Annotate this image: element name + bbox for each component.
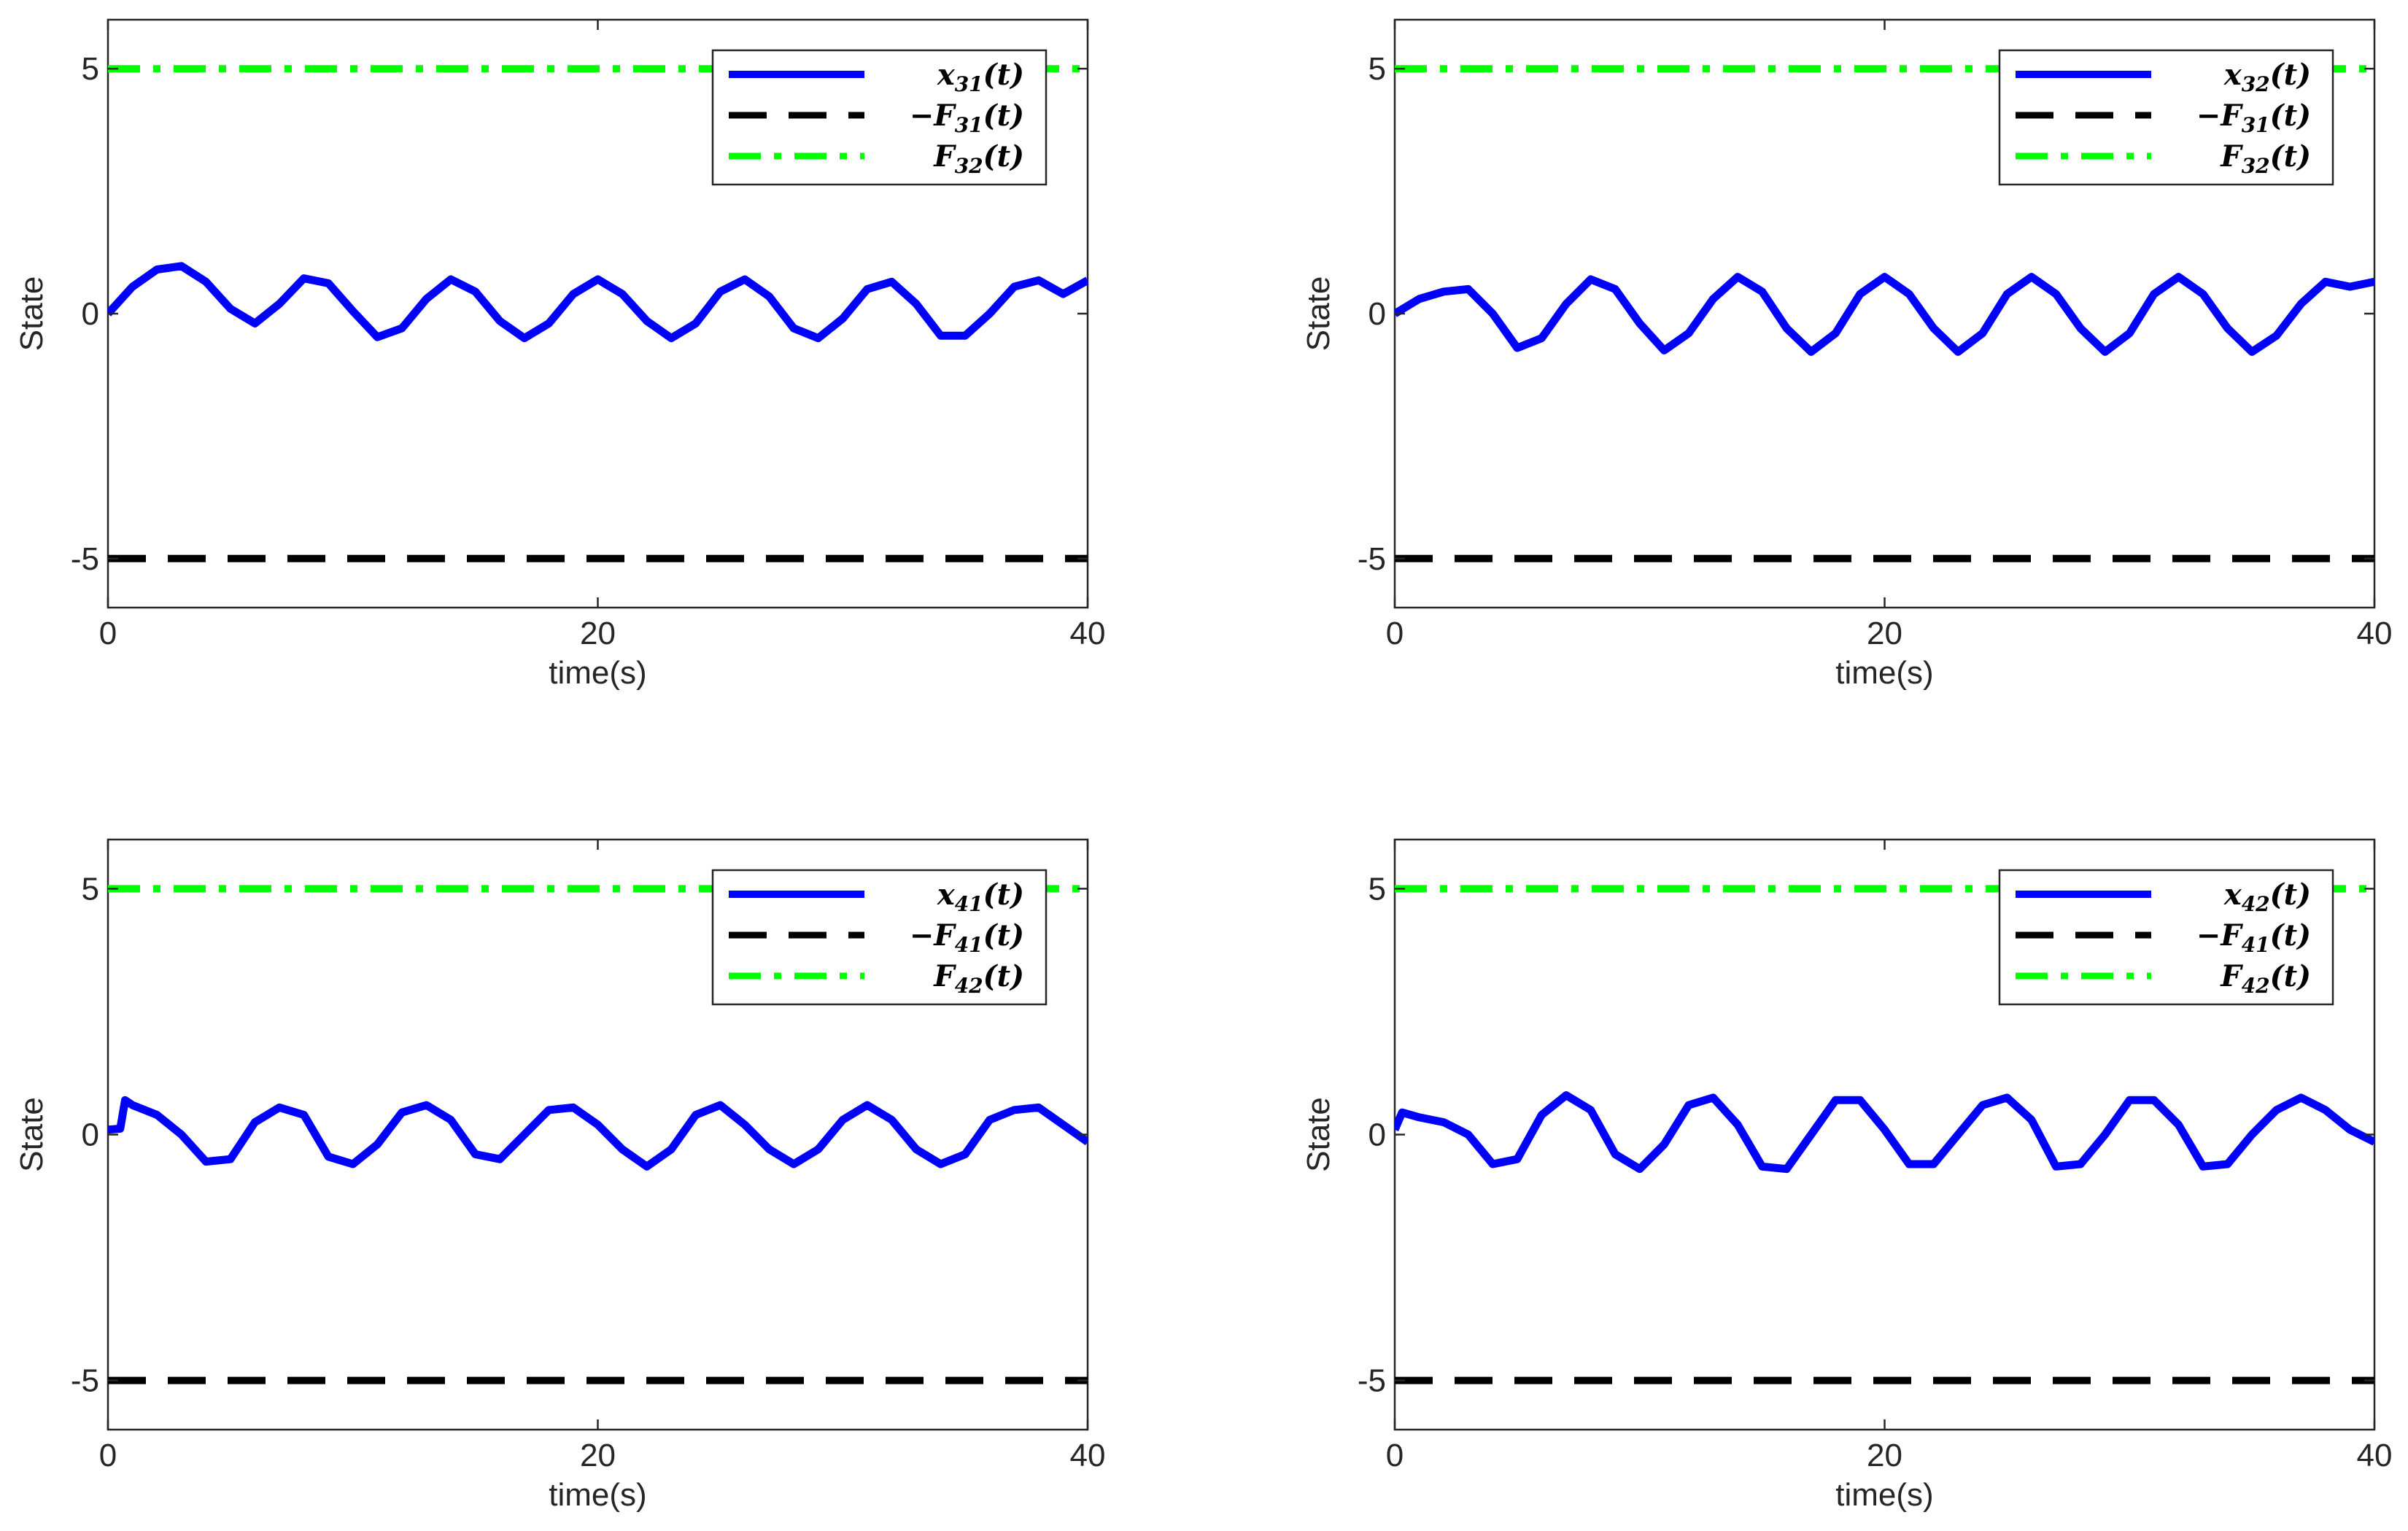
x-tick-label: 20	[1867, 616, 1902, 651]
x-tick-label: 20	[580, 616, 616, 651]
y-tick-label: -5	[1358, 1363, 1386, 1399]
legend: x31(t)−F31(t)F32(t)	[711, 49, 1048, 186]
y-tick-label: -5	[1358, 541, 1386, 577]
x-tick-label: 40	[2357, 1438, 2393, 1473]
x-tick-label: 40	[2357, 616, 2393, 651]
y-tick-label: -5	[71, 1363, 99, 1399]
y-axis-label: State	[14, 1097, 50, 1172]
y-tick-label: 0	[1368, 1117, 1386, 1153]
chart-panel-3: -5 0 5 0 20 40 time(s) State x41(t)−F41(t)F42(t)	[14, 838, 1106, 1513]
x-tick-label: 0	[99, 616, 117, 651]
legend: x32(t)−F31(t)F32(t)	[1998, 49, 2334, 186]
y-tick-label: 0	[1368, 296, 1386, 332]
legend-entry-label: −F41(t)	[910, 918, 1024, 957]
legend-entry-label: F32(t)	[2220, 139, 2311, 178]
x-tick-label: 20	[1867, 1438, 1902, 1473]
series-line-solid-1	[108, 1096, 1088, 1171]
chart-panel-2: -5 0 5 0 20 40 time(s) State x32(t)−F31(t)F32(t)	[1301, 18, 2393, 691]
legend-entry-label: F42(t)	[933, 959, 1024, 998]
chart-panel-4: -5 0 5 0 20 40 time(s) State x42(t)−F41(t)F42(t)	[1301, 838, 2393, 1513]
legend-entry-label: x31(t)	[937, 58, 1024, 96]
y-tick-label: -5	[71, 541, 99, 577]
x-tick-label: 0	[1386, 1438, 1404, 1473]
x-tick-label: 0	[1386, 616, 1404, 651]
legend-entry-label: −F41(t)	[2196, 918, 2311, 957]
x-axis-label: time(s)	[549, 1477, 646, 1513]
legend: x41(t)−F41(t)F42(t)	[711, 869, 1048, 1006]
x-axis-label: time(s)	[549, 655, 646, 691]
y-tick-label: 0	[82, 1117, 99, 1153]
x-tick-label: 40	[1070, 616, 1106, 651]
chart-panel-1: -5 0 5 0 20 40 time(s) State x31(t)−F31(t)F32(t)	[14, 18, 1106, 691]
y-axis-label: State	[1301, 1097, 1336, 1172]
x-tick-label: 40	[1070, 1438, 1106, 1473]
x-tick-label: 0	[99, 1438, 117, 1473]
legend-entry-label: F32(t)	[933, 139, 1024, 178]
y-tick-label: 0	[82, 296, 99, 332]
legend-entry-label: −F31(t)	[2196, 98, 2311, 137]
series-line-solid-1	[1395, 273, 2374, 356]
x-axis-label: time(s)	[1835, 1477, 1933, 1513]
y-axis-label: State	[14, 276, 50, 352]
y-tick-label: 5	[1368, 871, 1386, 907]
x-tick-label: 20	[580, 1438, 616, 1473]
x-axis-label: time(s)	[1835, 655, 1933, 691]
series-line-solid-1	[108, 262, 1088, 343]
legend-entry-label: x41(t)	[937, 877, 1024, 916]
legend-entry-label: F42(t)	[2220, 959, 2311, 998]
legend: x42(t)−F41(t)F42(t)	[1998, 869, 2334, 1006]
y-axis-label: State	[1301, 276, 1336, 352]
legend-entry-label: x42(t)	[2223, 877, 2311, 916]
y-tick-label: 5	[82, 871, 99, 907]
legend-entry-label: x32(t)	[2223, 58, 2311, 96]
series-line-solid-1	[1395, 1091, 2374, 1174]
y-tick-label: 5	[1368, 51, 1386, 87]
legend-entry-label: −F31(t)	[910, 98, 1024, 137]
y-tick-label: 5	[82, 51, 99, 87]
